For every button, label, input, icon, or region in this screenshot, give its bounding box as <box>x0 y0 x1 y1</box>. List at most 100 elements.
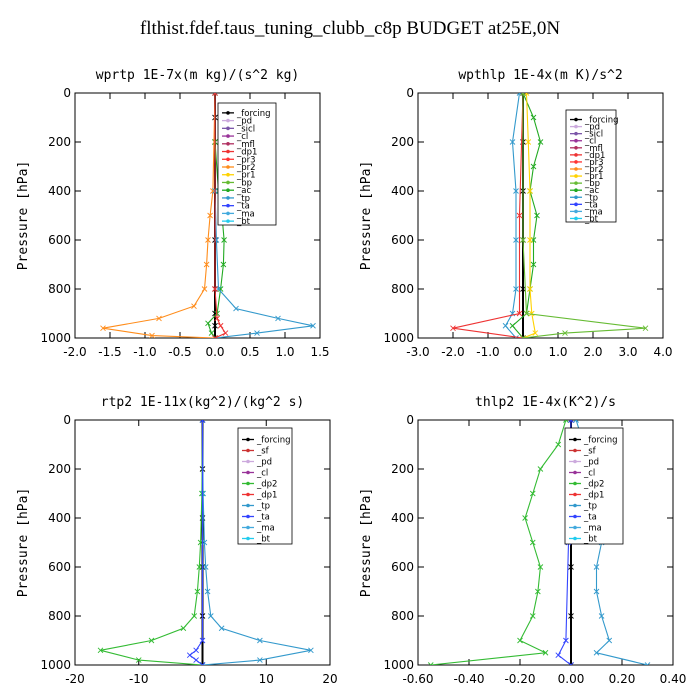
panel-title: thlp2 1E-4x(K^2)/s <box>475 395 616 410</box>
y-tick-label: 400 <box>391 184 414 198</box>
data-point <box>570 662 574 665</box>
data-point <box>534 212 540 219</box>
x-tick-label: 0 <box>199 672 207 686</box>
x-tick-label: 1.0 <box>548 345 567 359</box>
legend-marker <box>226 111 230 115</box>
data-point <box>568 613 574 619</box>
data-point <box>212 286 218 292</box>
y-tick-label: 600 <box>48 560 71 574</box>
data-point <box>527 237 533 243</box>
legend-marker <box>574 131 578 136</box>
data-point <box>523 310 530 317</box>
data-point <box>525 139 532 145</box>
series-line-tp <box>504 93 521 338</box>
data-point <box>555 441 562 448</box>
series-line-bp <box>522 93 646 338</box>
data-point <box>214 93 218 96</box>
data-point <box>196 564 203 570</box>
data-point <box>537 466 544 472</box>
data-point <box>205 320 211 327</box>
data-point <box>204 588 211 595</box>
data-point <box>527 286 533 292</box>
data-point <box>509 139 516 145</box>
data-point <box>520 93 524 96</box>
legend-marker <box>574 124 578 129</box>
panel-title: rtp2 1E-11x(kg^2)/(kg^2 s) <box>101 395 305 410</box>
legend-entry: _bp <box>236 178 252 188</box>
data-point <box>208 330 215 336</box>
panel-title: wpthlp 1E-4x(m K)/s^2 <box>458 68 622 83</box>
panel-rtp2: rtp2 1E-11x(kg^2)/(kg^2 s)-20 -10 0 10 20020… <box>16 395 338 686</box>
legend-marker <box>226 165 230 169</box>
data-point <box>199 420 204 423</box>
data-point <box>217 322 224 329</box>
legend-entry: _ma <box>236 209 255 219</box>
legend-marker <box>573 514 577 519</box>
legend-marker <box>246 514 250 519</box>
legend-marker <box>226 134 230 138</box>
data-point <box>568 662 572 665</box>
y-tick-label: 0 <box>406 86 414 100</box>
legend-marker <box>573 525 577 530</box>
legend-marker <box>574 195 578 200</box>
legend-marker <box>246 492 250 497</box>
x-tick-label: 1.0 <box>275 345 294 359</box>
panel-thlp2: thlp2 1E-4x(K^2)/s -0.60 -0.40 -0.20 0.00 0.2… <box>359 395 686 686</box>
data-point <box>513 286 519 292</box>
legend-marker <box>226 196 230 200</box>
x-tick-label: 0.5 <box>240 345 259 359</box>
legend-entry: _pd <box>236 117 252 127</box>
data-point <box>201 286 208 292</box>
data-point <box>193 647 199 654</box>
data-point <box>257 637 263 644</box>
data-point <box>191 613 198 619</box>
data-point <box>199 662 204 665</box>
legend-entry: _dp2 <box>583 480 604 490</box>
data-point <box>207 613 214 619</box>
x-tick-label: 0.20 <box>609 672 636 686</box>
legend-entry: _dp1 <box>256 491 277 501</box>
legend-marker <box>246 503 250 508</box>
data-point <box>562 330 568 336</box>
legend-marker <box>246 481 250 486</box>
data-point <box>207 212 213 219</box>
legend-marker <box>573 437 577 442</box>
legend-entry: _ta <box>583 513 597 523</box>
legend-entry: _bt <box>583 535 598 545</box>
legend-entry: _mfl <box>236 140 255 150</box>
x-tick-label: -2.0 <box>63 345 86 359</box>
legend-marker <box>246 437 250 442</box>
legend-entry: _pd <box>584 123 600 133</box>
data-point <box>530 261 537 268</box>
x-tick-label: 0.0 <box>513 345 532 359</box>
series-line-dp2 <box>100 420 204 665</box>
data-point <box>593 649 600 656</box>
legend-entry: _tp <box>236 194 250 204</box>
x-tick-label: 3.0 <box>618 345 637 359</box>
x-tick-label: -1.0 <box>133 345 156 359</box>
legend-entry: _dp2 <box>256 480 277 490</box>
y-tick-label: 800 <box>48 609 71 623</box>
data-point <box>535 588 541 595</box>
y-tick-label: 600 <box>48 233 71 247</box>
legend-marker <box>574 216 578 221</box>
data-point <box>642 325 649 332</box>
data-point <box>537 564 544 570</box>
legend-marker <box>246 459 250 464</box>
x-tick-label: 0.00 <box>558 672 585 686</box>
legend-marker <box>246 525 250 530</box>
data-point <box>522 515 528 521</box>
legend-entry: _sf <box>583 447 597 457</box>
y-tick-label: 800 <box>48 282 71 296</box>
legend-entry: _tp <box>256 502 270 512</box>
legend-marker <box>573 481 577 486</box>
x-tick-label: -1.0 <box>476 345 499 359</box>
data-point <box>528 310 535 317</box>
legend-marker <box>573 470 577 475</box>
legend-frame <box>565 109 617 223</box>
data-point <box>212 93 216 96</box>
x-tick-label: 0.0 <box>205 345 224 359</box>
y-axis-label: Pressure [hPa] <box>359 488 374 598</box>
data-point <box>148 637 155 644</box>
data-point <box>310 322 316 329</box>
